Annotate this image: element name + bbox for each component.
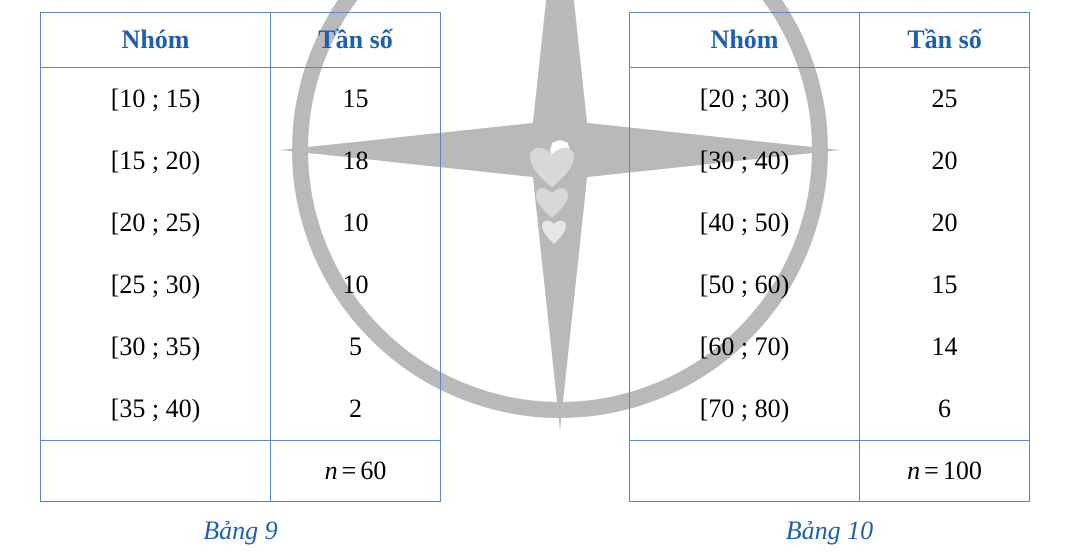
- cell-freq: 6: [860, 378, 1030, 441]
- cell-group: [20 ; 25): [41, 192, 271, 254]
- cell-total-empty: [630, 441, 860, 502]
- table-row: [15 ; 20) 18: [41, 130, 441, 192]
- cell-group: [60 ; 70): [630, 316, 860, 378]
- table-wrap-bang10: Nhóm Tần số [20 ; 30) 25 [30 ; 40) 20 [4…: [629, 12, 1030, 546]
- table-wrap-bang9: Nhóm Tần số [10 ; 15) 15 [15 ; 20) 18 [2…: [40, 12, 441, 546]
- cell-freq: 20: [860, 130, 1030, 192]
- table-row: [40 ; 50) 20: [630, 192, 1030, 254]
- cell-freq: 15: [860, 254, 1030, 316]
- table-row: [20 ; 30) 25: [630, 68, 1030, 131]
- cell-group: [50 ; 60): [630, 254, 860, 316]
- cell-group: [20 ; 30): [630, 68, 860, 131]
- total-var: n: [907, 456, 920, 485]
- cell-total-value: n=60: [271, 441, 441, 502]
- cell-group: [70 ; 80): [630, 378, 860, 441]
- total-val: 60: [360, 456, 386, 485]
- cell-group: [30 ; 35): [41, 316, 271, 378]
- table-row: [10 ; 15) 15: [41, 68, 441, 131]
- page: Nhóm Tần số [10 ; 15) 15 [15 ; 20) 18 [2…: [0, 0, 1070, 546]
- table-bang9: Nhóm Tần số [10 ; 15) 15 [15 ; 20) 18 [2…: [40, 12, 441, 502]
- table-row: [30 ; 35) 5: [41, 316, 441, 378]
- col-header-freq: Tần số: [271, 13, 441, 68]
- cell-total-value: n=100: [860, 441, 1030, 502]
- equals-sign: =: [920, 456, 943, 485]
- cell-freq: 20: [860, 192, 1030, 254]
- cell-freq: 5: [271, 316, 441, 378]
- total-val: 100: [943, 456, 982, 485]
- table-row: [60 ; 70) 14: [630, 316, 1030, 378]
- table-total-row: n=100: [630, 441, 1030, 502]
- cell-group: [15 ; 20): [41, 130, 271, 192]
- equals-sign: =: [338, 456, 361, 485]
- table-row: [30 ; 40) 20: [630, 130, 1030, 192]
- cell-group: [25 ; 30): [41, 254, 271, 316]
- cell-freq: 10: [271, 254, 441, 316]
- cell-group: [30 ; 40): [630, 130, 860, 192]
- cell-group: [40 ; 50): [630, 192, 860, 254]
- col-header-group: Nhóm: [41, 13, 271, 68]
- cell-freq: 10: [271, 192, 441, 254]
- cell-total-empty: [41, 441, 271, 502]
- cell-group: [10 ; 15): [41, 68, 271, 131]
- table-row: [70 ; 80) 6: [630, 378, 1030, 441]
- cell-group: [35 ; 40): [41, 378, 271, 441]
- caption-bang10: Bảng 10: [786, 516, 873, 546]
- col-header-group: Nhóm: [630, 13, 860, 68]
- table-row: [20 ; 25) 10: [41, 192, 441, 254]
- table-row: [25 ; 30) 10: [41, 254, 441, 316]
- total-var: n: [325, 456, 338, 485]
- table-row: [50 ; 60) 15: [630, 254, 1030, 316]
- col-header-freq: Tần số: [860, 13, 1030, 68]
- cell-freq: 2: [271, 378, 441, 441]
- cell-freq: 18: [271, 130, 441, 192]
- table-bang10: Nhóm Tần số [20 ; 30) 25 [30 ; 40) 20 [4…: [629, 12, 1030, 502]
- caption-bang9: Bảng 9: [203, 516, 277, 546]
- cell-freq: 25: [860, 68, 1030, 131]
- table-total-row: n=60: [41, 441, 441, 502]
- cell-freq: 15: [271, 68, 441, 131]
- table-row: [35 ; 40) 2: [41, 378, 441, 441]
- cell-freq: 14: [860, 316, 1030, 378]
